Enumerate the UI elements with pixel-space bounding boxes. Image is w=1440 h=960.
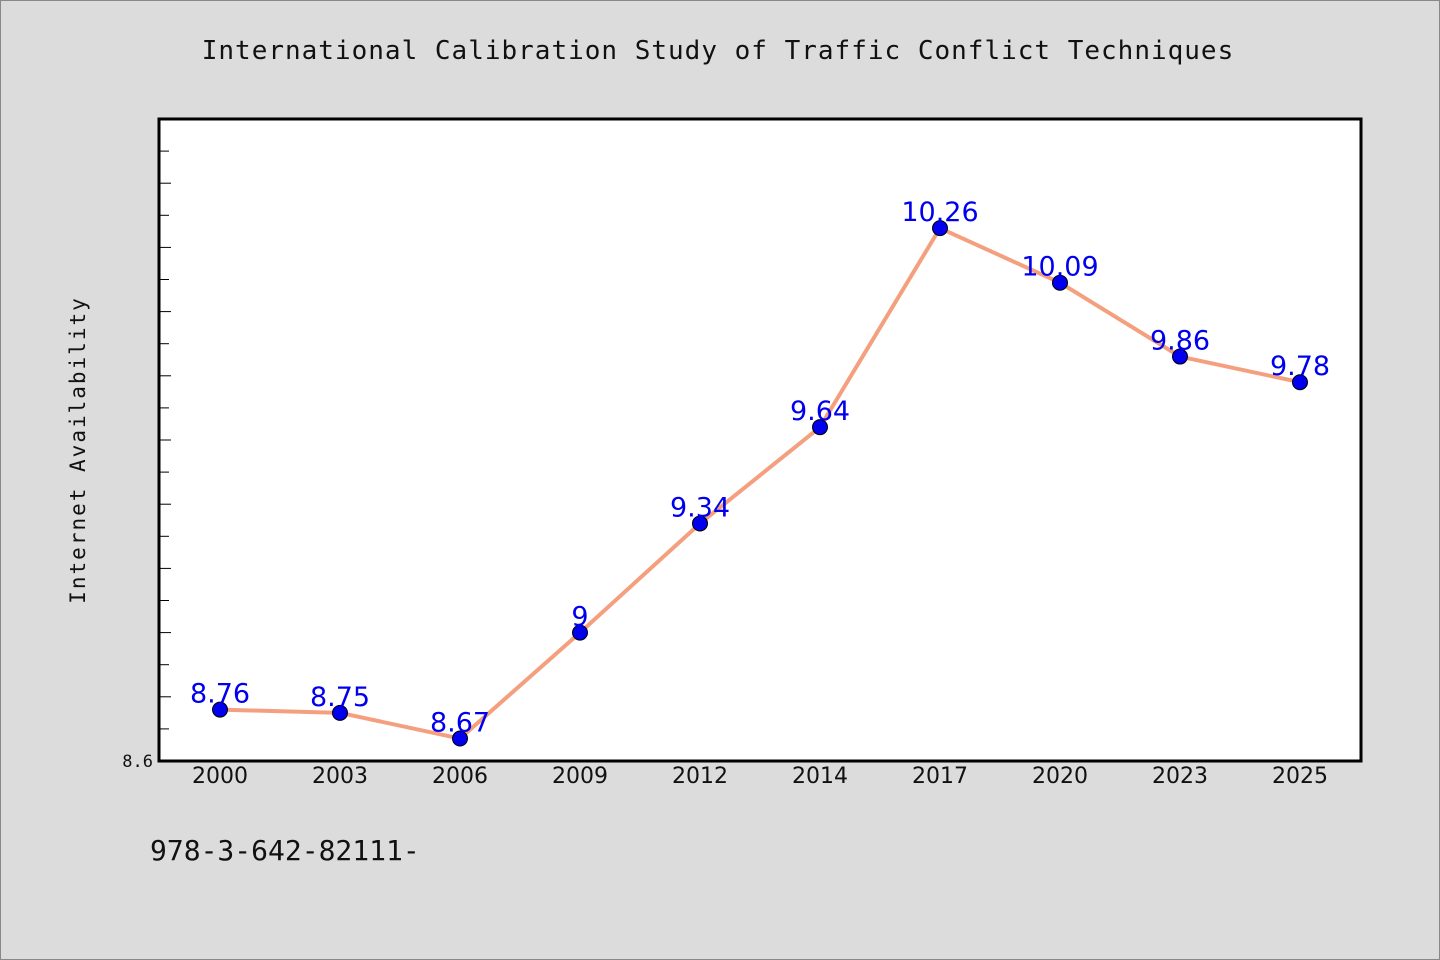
data-point xyxy=(1292,374,1308,391)
data-label: 9.78 xyxy=(1270,351,1330,382)
data-point xyxy=(212,701,228,718)
series-line xyxy=(219,226,1301,741)
plot-area xyxy=(157,117,1363,763)
x-tick-labels: 2000 2003 2006 2009 2012 2014 2017 2020 2023 2025 xyxy=(192,764,1328,789)
y-tick-label: 8.6 xyxy=(122,752,153,772)
x-tick-label: 2025 xyxy=(1272,764,1328,789)
x-tick-label: 2006 xyxy=(432,764,488,789)
x-tick-label: 2020 xyxy=(1032,764,1088,789)
data-point xyxy=(932,220,948,237)
data-label: 8.67 xyxy=(430,708,490,739)
data-point xyxy=(812,419,828,436)
data-point xyxy=(1052,274,1068,291)
data-label: 9.86 xyxy=(1150,326,1210,357)
x-tick-label: 2014 xyxy=(792,764,848,789)
data-label: 10.26 xyxy=(901,197,978,228)
data-point xyxy=(692,515,708,532)
data-points xyxy=(212,220,1308,747)
x-tick-label: 2003 xyxy=(312,764,368,789)
data-label: 9 xyxy=(571,602,588,633)
x-tick-label: 2023 xyxy=(1152,764,1208,789)
x-tick-label: 2012 xyxy=(672,764,728,789)
data-point xyxy=(332,704,348,721)
x-tick-label: 2009 xyxy=(552,764,608,789)
chart-title: International Calibration Study of Traff… xyxy=(201,36,1235,66)
data-label: 8.76 xyxy=(190,679,250,710)
data-label: 9.34 xyxy=(670,492,730,523)
series-line-layer xyxy=(219,226,1301,741)
data-label: 10.09 xyxy=(1021,252,1098,283)
data-label: 8.75 xyxy=(310,682,370,713)
footnote-text: 978-3-642-82111- xyxy=(150,834,420,867)
x-tick-label: 2000 xyxy=(192,764,248,789)
data-label: 9.64 xyxy=(790,396,850,427)
data-point xyxy=(452,730,468,747)
x-tick-label: 2017 xyxy=(912,764,968,789)
data-point xyxy=(1172,348,1188,365)
y-ticks: 8.6 xyxy=(122,118,171,772)
data-point xyxy=(572,624,588,641)
data-labels: 8.76 8.75 8.67 9 9.34 9.64 10.26 10.09 9.86 9.78 xyxy=(190,197,1330,738)
